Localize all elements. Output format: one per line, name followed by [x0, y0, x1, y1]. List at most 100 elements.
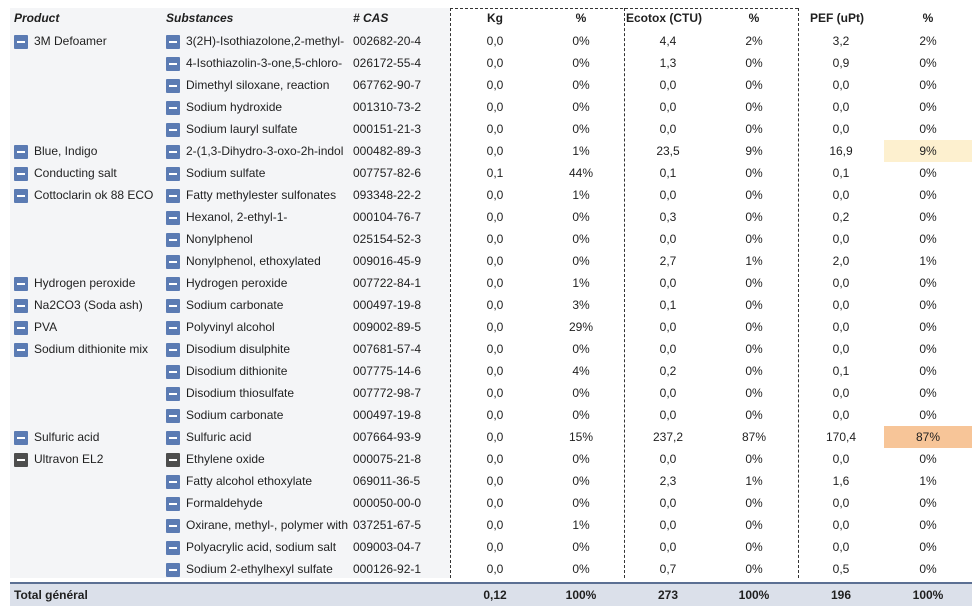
substance-name[interactable]: Nonylphenol, ethoxylated: [186, 254, 321, 268]
cas-number[interactable]: 007664-93-9: [353, 430, 422, 444]
cas-number[interactable]: 000482-89-3: [353, 144, 422, 158]
cas-number[interactable]: 009002-89-5: [353, 320, 422, 334]
header-kg[interactable]: Kg: [487, 11, 503, 25]
header-kg-pct[interactable]: %: [575, 11, 587, 25]
product-name[interactable]: Cottoclarin ok 88 ECO: [34, 188, 154, 202]
substance-name[interactable]: Sodium carbonate: [186, 298, 284, 312]
collapse-substance-toggle[interactable]: [166, 475, 180, 489]
substance-name[interactable]: Nonylphenol: [186, 232, 253, 246]
collapse-substance-toggle[interactable]: [166, 79, 180, 93]
collapse-substance-toggle[interactable]: [166, 35, 180, 49]
collapse-product-toggle[interactable]: [14, 167, 28, 181]
product-name[interactable]: 3M Defoamer: [34, 34, 107, 48]
collapse-substance-toggle[interactable]: [166, 299, 180, 313]
collapse-substance-toggle[interactable]: [166, 101, 180, 115]
cas-number[interactable]: 007681-57-4: [353, 342, 422, 356]
collapse-product-toggle[interactable]: [14, 431, 28, 445]
product-name[interactable]: Na2CO3 (Soda ash): [34, 298, 143, 312]
substance-name[interactable]: Hexanol, 2-ethyl-1-: [186, 210, 288, 224]
collapse-substance-toggle[interactable]: [166, 563, 180, 577]
substance-name[interactable]: 2-(1,3-Dihydro-3-oxo-2h-indol: [186, 144, 344, 158]
collapse-product-toggle[interactable]: [14, 277, 28, 291]
collapse-substance-toggle[interactable]: [166, 123, 180, 137]
cas-number[interactable]: 000126-92-1: [353, 562, 422, 576]
cas-number[interactable]: 037251-67-5: [353, 518, 422, 532]
substance-name[interactable]: Sodium 2-ethylhexyl sulfate: [186, 562, 333, 576]
substance-name[interactable]: Disodium thiosulfate: [186, 386, 295, 400]
collapse-substance-toggle[interactable]: [166, 321, 180, 335]
collapse-product-toggle[interactable]: [14, 189, 28, 203]
collapse-substance-toggle[interactable]: [166, 255, 180, 269]
collapse-substance-toggle[interactable]: [166, 541, 180, 555]
substance-name[interactable]: Sodium hydroxide: [186, 100, 283, 114]
collapse-substance-toggle[interactable]: [166, 277, 180, 291]
collapse-product-toggle[interactable]: [14, 321, 28, 335]
collapse-product-toggle[interactable]: [14, 35, 28, 49]
cas-number[interactable]: 000104-76-7: [353, 210, 422, 224]
cas-number[interactable]: 069011-36-5: [353, 474, 421, 488]
product-name[interactable]: Blue, Indigo: [34, 144, 98, 158]
header-product[interactable]: Product: [14, 11, 60, 25]
header-ecotox[interactable]: Ecotox (CTU): [626, 11, 702, 25]
collapse-substance-toggle[interactable]: [166, 189, 180, 203]
collapse-substance-toggle[interactable]: [166, 497, 180, 511]
product-name[interactable]: Hydrogen peroxide: [34, 276, 136, 290]
cas-number[interactable]: 007757-82-6: [353, 166, 422, 180]
substance-name[interactable]: Fatty alcohol ethoxylate: [186, 474, 313, 488]
collapse-substance-toggle[interactable]: [166, 387, 180, 401]
header-pef-pct[interactable]: %: [922, 11, 934, 25]
collapse-product-toggle[interactable]: [14, 453, 28, 467]
substance-name[interactable]: Sodium carbonate: [186, 408, 284, 422]
cas-number[interactable]: 001310-73-2: [353, 100, 422, 114]
substance-name[interactable]: Hydrogen peroxide: [186, 276, 288, 290]
cas-number[interactable]: 009003-04-7: [353, 540, 422, 554]
substance-name[interactable]: Ethylene oxide: [186, 452, 265, 466]
product-name[interactable]: Sulfuric acid: [34, 430, 100, 444]
cas-number[interactable]: 007772-98-7: [353, 386, 422, 400]
collapse-substance-toggle[interactable]: [166, 233, 180, 247]
substance-name[interactable]: Formaldehyde: [186, 496, 263, 510]
collapse-substance-toggle[interactable]: [166, 519, 180, 533]
collapse-substance-toggle[interactable]: [166, 365, 180, 379]
product-name[interactable]: PVA: [34, 320, 58, 334]
substance-name[interactable]: Sodium lauryl sulfate: [186, 122, 298, 136]
substance-name[interactable]: Polyvinyl alcohol: [186, 320, 275, 334]
substance-name[interactable]: Sodium sulfate: [186, 166, 266, 180]
collapse-substance-toggle[interactable]: [166, 211, 180, 225]
collapse-substance-toggle[interactable]: [166, 431, 180, 445]
product-name[interactable]: Ultravon EL2: [34, 452, 104, 466]
substance-name[interactable]: Fatty methylester sulfonates: [186, 188, 337, 202]
cas-number[interactable]: 007722-84-1: [353, 276, 422, 290]
collapse-product-toggle[interactable]: [14, 145, 28, 159]
cas-number[interactable]: 067762-90-7: [353, 78, 422, 92]
substance-name[interactable]: 4-Isothiazolin-3-one,5-chloro-: [186, 56, 343, 70]
header-cas[interactable]: # CAS: [353, 11, 389, 25]
cas-number[interactable]: 000151-21-3: [353, 122, 422, 136]
cas-number[interactable]: 026172-55-4: [353, 56, 422, 70]
substance-name[interactable]: Disodium dithionite: [186, 364, 288, 378]
header-pef[interactable]: PEF (uPt): [810, 11, 864, 25]
collapse-substance-toggle[interactable]: [166, 453, 180, 467]
substance-name[interactable]: 3(2H)-Isothiazolone,2-methyl-: [186, 34, 345, 48]
collapse-substance-toggle[interactable]: [166, 343, 180, 357]
cas-number[interactable]: 007775-14-6: [353, 364, 422, 378]
cas-number[interactable]: 000497-19-8: [353, 408, 422, 422]
header-ecotox-pct[interactable]: %: [748, 11, 760, 25]
cas-number[interactable]: 025154-52-3: [353, 232, 422, 246]
substance-name[interactable]: Disodium disulphite: [186, 342, 291, 356]
cas-number[interactable]: 009016-45-9: [353, 254, 422, 268]
product-name[interactable]: Conducting salt: [34, 166, 117, 180]
cas-number[interactable]: 093348-22-2: [353, 188, 422, 202]
cas-number[interactable]: 000497-19-8: [353, 298, 422, 312]
product-name[interactable]: Sodium dithionite mix: [34, 342, 149, 356]
cas-number[interactable]: 000050-00-0: [353, 496, 422, 510]
collapse-substance-toggle[interactable]: [166, 409, 180, 423]
substance-name[interactable]: Dimethyl siloxane, reaction: [186, 78, 330, 92]
substance-name[interactable]: Sulfuric acid: [186, 430, 252, 444]
collapse-substance-toggle[interactable]: [166, 57, 180, 71]
header-substances[interactable]: Substances: [166, 11, 234, 25]
collapse-substance-toggle[interactable]: [166, 145, 180, 159]
collapse-product-toggle[interactable]: [14, 343, 28, 357]
cas-number[interactable]: 002682-20-4: [353, 34, 422, 48]
substance-name[interactable]: Polyacrylic acid, sodium salt: [186, 540, 337, 554]
